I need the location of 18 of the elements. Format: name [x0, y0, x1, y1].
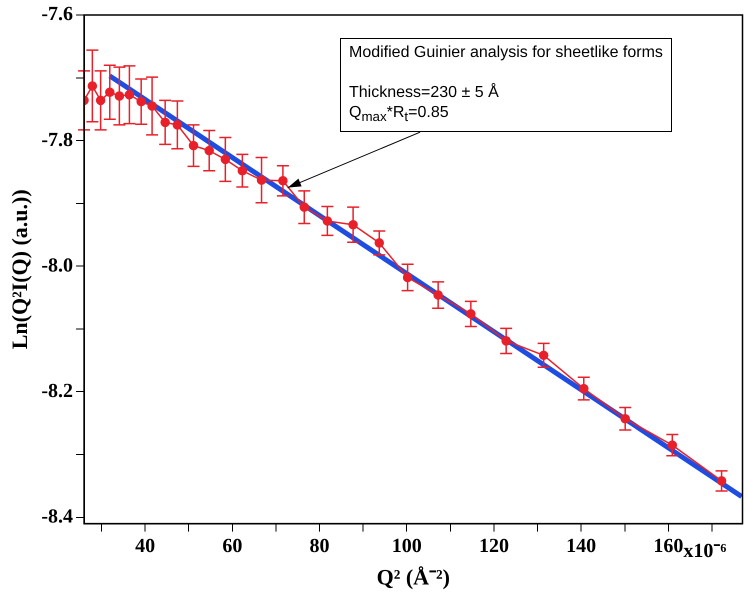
x-tick-label: 160: [653, 534, 684, 557]
y-tick-label: -8.2: [41, 380, 74, 402]
y-tick-label: -7.6: [41, 3, 74, 26]
y-tick-label: -8.4: [41, 505, 74, 528]
annotation: Q$_{max}$*R$_{t}$=0.85: [349, 103, 450, 126]
annotation: Thickness=230 ± 5 Å: [349, 83, 500, 103]
y-axis-title: Ln(Q²I(Q) (a.u.)): [6, 189, 32, 350]
x-tick-label: 80: [310, 534, 330, 557]
x-tick-label: 40: [135, 534, 156, 557]
y-tick-label: -8.0: [41, 254, 74, 276]
x-tick-label: 100: [392, 534, 422, 557]
x-tick-label: 120: [478, 534, 509, 557]
text: x10⁻⁶: [683, 538, 726, 563]
y-tick-label: -7.8: [41, 128, 74, 151]
x-tick-label: 140: [566, 534, 596, 557]
x-axis-title: Q² (Å⁻²): [376, 564, 450, 590]
x-tick-label: 60: [222, 534, 242, 557]
annotation: Modified Guinier analysis for sheetlike forms: [349, 43, 663, 63]
